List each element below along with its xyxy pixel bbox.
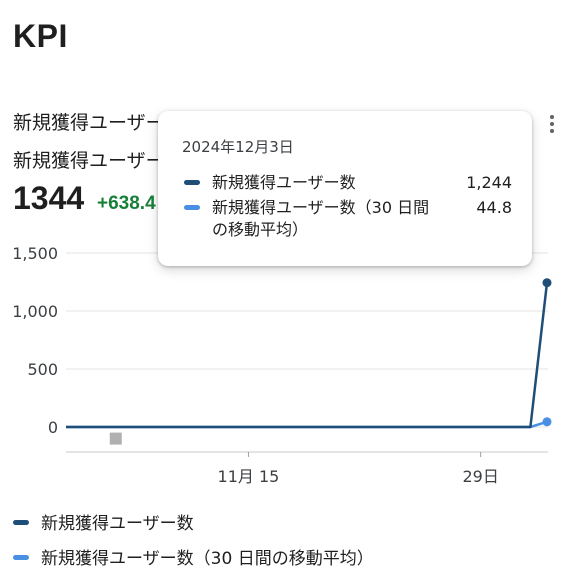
series-primary-line (66, 282, 549, 429)
series-primary-point (542, 278, 552, 288)
series-primary-swatch (13, 519, 29, 525)
tooltip-row-value: 44.8 (476, 198, 512, 217)
legend-label: 新規獲得ユーザー数 (41, 514, 194, 534)
chart-tooltip: 2024年12月3日 新規獲得ユーザー数 1,244 新規獲得ユーザー数（30 … (158, 111, 532, 266)
series-average-point (542, 417, 552, 427)
y-tick-label: 500 (27, 360, 58, 379)
metric-value: 1344 (13, 180, 85, 216)
line-chart[interactable]: 1,500 1,000 500 0 11月 15 29日 (0, 235, 576, 490)
x-tick-label: 11月 15 (218, 467, 280, 486)
legend-label: 新規獲得ユーザー数（30 日間の移動平均） (41, 549, 374, 569)
tooltip-row-label: 新規獲得ユーザー数 (212, 173, 356, 192)
y-tick-label: 1,500 (12, 244, 58, 263)
y-tick-label: 1,000 (12, 302, 58, 321)
metric-title-repeat: 新規獲得ユーザー (13, 150, 165, 172)
series-average-swatch (184, 205, 200, 210)
y-tick-label: 0 (48, 418, 58, 437)
metric-delta: +638.4 (97, 193, 156, 214)
legend-item-average[interactable]: 新規獲得ユーザー数（30 日間の移動平均） (13, 544, 374, 569)
x-tick-label: 29日 (462, 467, 498, 486)
tooltip-row-value: 1,244 (466, 173, 512, 192)
legend-item-primary[interactable]: 新規獲得ユーザー数 (13, 509, 194, 534)
page-title: KPI (13, 18, 68, 54)
more-vert-icon[interactable] (544, 113, 560, 135)
tooltip-row-label: 新規獲得ユーザー数（30 日間の移動平均） (212, 198, 430, 239)
tooltip-date: 2024年12月3日 (182, 138, 294, 156)
annotation-marker (109, 432, 122, 445)
metric-title: 新規獲得ユーザー数 (13, 112, 184, 134)
series-primary-swatch (184, 180, 200, 185)
series-average-swatch (13, 554, 29, 560)
